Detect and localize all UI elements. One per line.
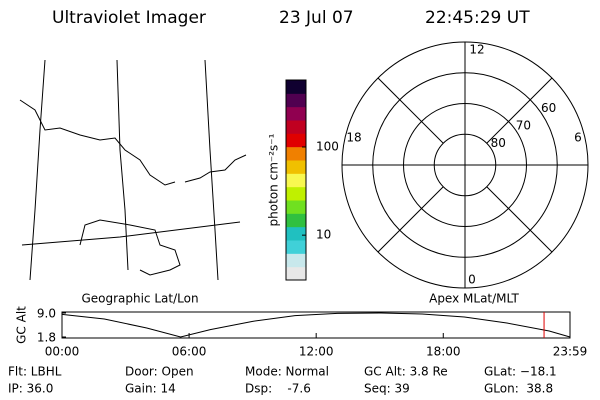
x-tick-label: 18:00 [426,345,461,359]
mlt-label: 12 [469,43,484,57]
info-field: Dsp: -7.6 [245,382,311,396]
info-field: Door: Open [125,365,194,379]
polar-spoke [486,186,553,253]
info-field: GLat: −18.1 [484,365,557,379]
polar-spoke [486,77,553,144]
x-tick-label: 23:59 [553,345,588,359]
colorbar-cell [286,226,306,241]
polar-spoke [377,186,444,253]
x-tick-label: 12:00 [299,345,334,359]
mlt-label: 0 [468,273,476,287]
y-tick-label: 9.0 [37,307,56,321]
polar-ring-label: 80 [491,136,506,150]
colorbar-cell [286,160,306,174]
info-field: Seq: 39 [364,382,410,396]
colorbar-cell [286,106,306,121]
polar-ring [372,72,558,258]
colorbar-label: photon cm⁻²s⁻¹ [267,133,281,226]
colorbar: 10 100 [285,79,339,281]
colorbar-tick-label: 100 [316,139,339,153]
colorbar-cell [286,146,306,161]
info-field: IP: 36.0 [8,382,53,396]
mlt-label: 6 [574,131,582,145]
colorbar-cell [286,186,306,201]
info-panel: Flt: LBHL Door: Open Mode: Normal GC Alt: 3… [8,365,557,396]
map [19,59,247,281]
colorbar-tick-label: 10 [316,228,331,242]
info-field: GC Alt: 3.8 Re [364,365,448,379]
info-field: Gain: 14 [125,382,176,396]
colorbar-cell [286,266,306,281]
polar-title: Apex MLat/MLT [429,292,519,306]
y-tick-label: 1.8 [37,331,56,345]
colorbar-cell [286,93,306,108]
info-field: Mode: Normal [245,365,329,379]
polar-ring [403,103,527,227]
altitude-line [61,312,571,338]
polar-spoke [377,77,444,144]
x-tick-label: 06:00 [172,345,207,359]
mlt-label: 18 [346,131,361,145]
map-title: Geographic Lat/Lon [81,292,198,306]
time: 22:45:29 UT [425,8,530,28]
info-field: Flt: LBHL [8,365,62,379]
y-axis-label: GC Alt [15,306,29,344]
info-field: GLon: 38.8 [484,382,553,396]
colorbar-frame [285,79,307,281]
date: 23 Jul 07 [279,8,354,28]
colorbar-cell [286,80,306,94]
x-tick-label: 00:00 [45,345,80,359]
polar-ring-label: 60 [541,101,556,115]
colorbar-cell [286,240,306,254]
title: Ultraviolet Imager [52,8,206,28]
colorbar-cell [286,173,306,188]
colorbar-cell [286,253,306,268]
altitude-plot: 9.0 1.800:00 06:00 12:00 18:00 23:59 [37,307,587,359]
colorbar-cell [286,213,306,228]
colorbar-cell [286,120,306,134]
colorbar-cell [286,133,306,148]
polar-ring [433,133,497,197]
colorbar-cell [286,200,306,214]
polar-ring-label: 70 [516,118,531,132]
